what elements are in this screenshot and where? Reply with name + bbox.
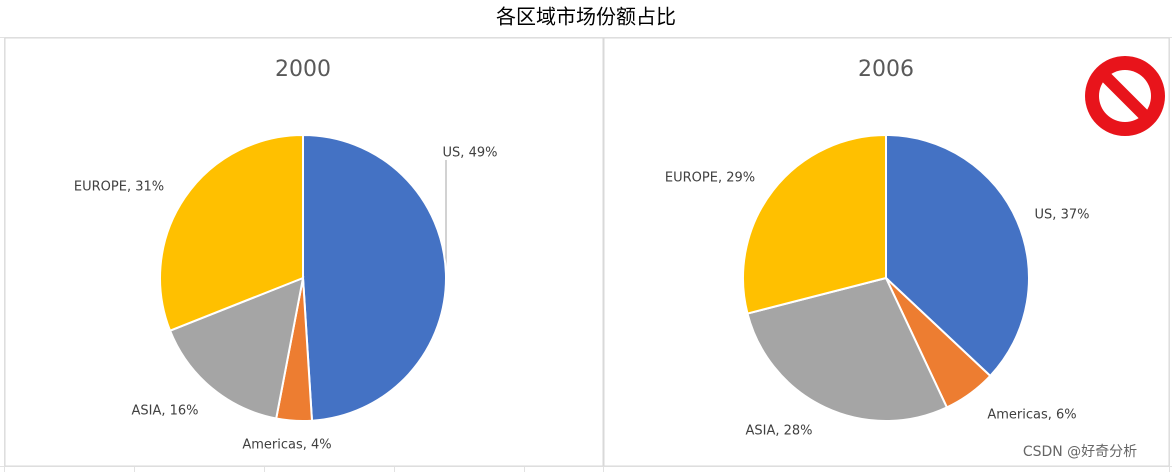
chart-title: 2006 bbox=[858, 57, 914, 82]
watermark: CSDN @好奇分析 bbox=[1023, 443, 1137, 460]
no-sign-icon bbox=[1085, 56, 1165, 136]
data-label: ASIA, 16% bbox=[131, 404, 198, 419]
pie-slice bbox=[159, 133, 304, 332]
page-title: 各区域市场份额占比 bbox=[496, 5, 676, 29]
pie-slice bbox=[742, 133, 887, 315]
chart-title: 2000 bbox=[275, 57, 331, 82]
data-label: Americas, 4% bbox=[242, 438, 331, 453]
pie-slice bbox=[302, 133, 448, 422]
data-label: US, 37% bbox=[1035, 208, 1090, 223]
data-label: US, 49% bbox=[443, 146, 498, 161]
data-label: ASIA, 28% bbox=[745, 424, 812, 439]
data-label: Americas, 6% bbox=[987, 408, 1076, 423]
pie-slice bbox=[885, 133, 1030, 378]
pie-slice bbox=[746, 276, 949, 422]
data-label: EUROPE, 29% bbox=[665, 171, 755, 186]
pie-slice bbox=[168, 276, 305, 420]
data-label: EUROPE, 31% bbox=[74, 180, 164, 195]
